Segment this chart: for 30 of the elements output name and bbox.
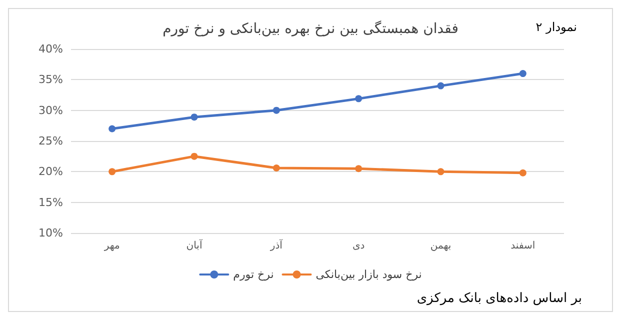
point [108, 125, 116, 132]
legend-label: نرخ تورم [233, 268, 274, 281]
x-tick-label: آبان [186, 238, 204, 252]
y-tick-label: 15% [38, 196, 63, 209]
y-tick-label: 10% [38, 226, 63, 240]
x-tick-label: اسفند [510, 240, 536, 252]
point [355, 95, 362, 102]
text: نمودار ۲ [536, 20, 578, 34]
point [355, 165, 362, 172]
point [519, 169, 526, 176]
y-tick-label: 30% [38, 104, 63, 117]
y-tick-label: 25% [38, 134, 63, 148]
point [437, 168, 444, 176]
y-tick-label: 20% [38, 165, 63, 178]
x-tick-label: بهمن [430, 240, 452, 252]
x-tick-label: مهر [103, 240, 120, 252]
text: بر اساس داده‌های بانک مرکزی [416, 291, 582, 306]
point [190, 114, 198, 121]
point [272, 164, 280, 172]
y-tick-label: 35% [38, 73, 63, 86]
point [519, 70, 526, 78]
point [108, 168, 116, 176]
point [190, 152, 198, 160]
chart-title: فقدان همبستگی بین نرخ بهره بین‌بانکی و نرخ تورم [162, 20, 458, 37]
x-tick-label: آذر [269, 238, 284, 252]
point [437, 82, 444, 90]
y-tick-label: 40% [38, 42, 63, 56]
legend-label: نرخ سود بازار بین‌بانکی [316, 268, 422, 281]
point [272, 106, 280, 114]
x-tick-label: دی [352, 240, 365, 252]
